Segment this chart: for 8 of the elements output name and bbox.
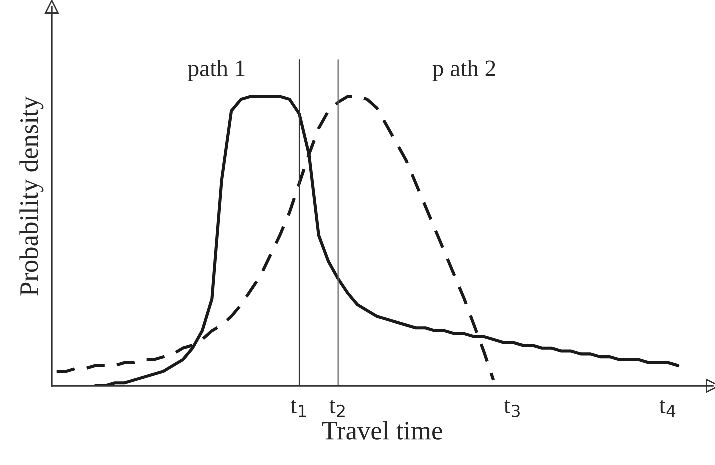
text: p ath 2: [432, 60, 496, 82]
x-axis-title: Travel time: [322, 421, 442, 440]
x-tick-label: t$_{2}$: [329, 400, 345, 418]
y-axis-title: Probability density: [20, 96, 44, 296]
x-tick-label: t$_{3}$: [504, 400, 520, 418]
x-tick-label: t$_{4}$: [659, 400, 676, 418]
x-tick-label: t$_{1}$: [290, 400, 306, 418]
series-label: path 1: [188, 60, 245, 82]
